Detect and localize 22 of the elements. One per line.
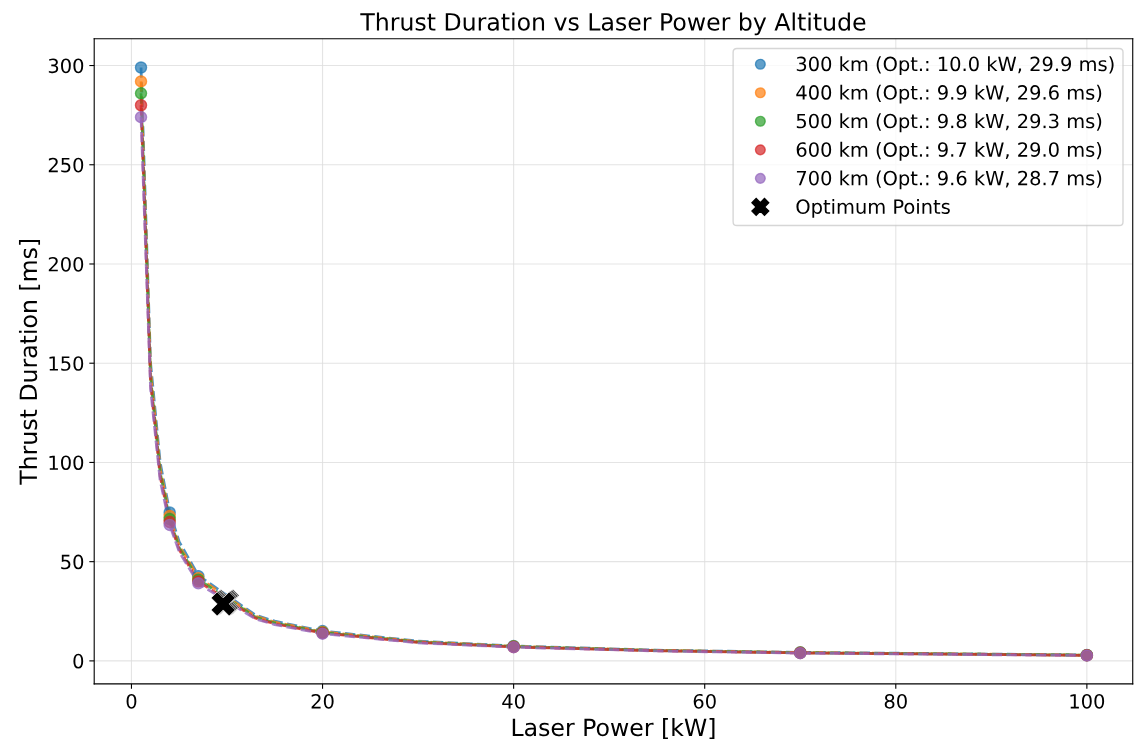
y-tick-label: 100 — [49, 455, 84, 471]
legend-label: 700 km (Opt.: 9.6 kW, 28.7 ms) — [796, 170, 1102, 190]
legend-label: 400 km (Opt.: 9.9 kW, 29.6 ms) — [796, 84, 1102, 104]
x-tick-label: 0 — [126, 693, 137, 709]
x-tick-label: 80 — [884, 693, 907, 709]
legend-label: 300 km (Opt.: 10.0 kW, 29.9 ms) — [796, 56, 1114, 76]
legend-label: 500 km (Opt.: 9.8 kW, 29.3 ms) — [796, 113, 1102, 133]
legend-label: 600 km (Opt.: 9.7 kW, 29.0 ms) — [796, 141, 1102, 161]
x-tick-label: 100 — [1070, 693, 1105, 709]
y-tick-label: 300 — [48, 58, 84, 74]
x-axis-title: Laser Power [kW] — [512, 718, 715, 740]
x-tick-label: 60 — [693, 693, 716, 709]
chart-title: Thrust Duration vs Laser Power by Altitude — [360, 12, 866, 36]
y-tick-label: 200 — [48, 256, 84, 272]
y-tick-label: 250 — [48, 157, 84, 173]
x-tick-label: 40 — [502, 693, 525, 709]
y-tick-label: 50 — [61, 554, 84, 570]
x-tick-label: 20 — [311, 693, 334, 709]
y-tick-label: 150 — [49, 356, 84, 371]
y-axis-title: Thrust Duration [ms] — [18, 239, 41, 485]
y-tick-label: 0 — [73, 653, 84, 669]
legend-label: Optimum Points — [796, 198, 950, 218]
